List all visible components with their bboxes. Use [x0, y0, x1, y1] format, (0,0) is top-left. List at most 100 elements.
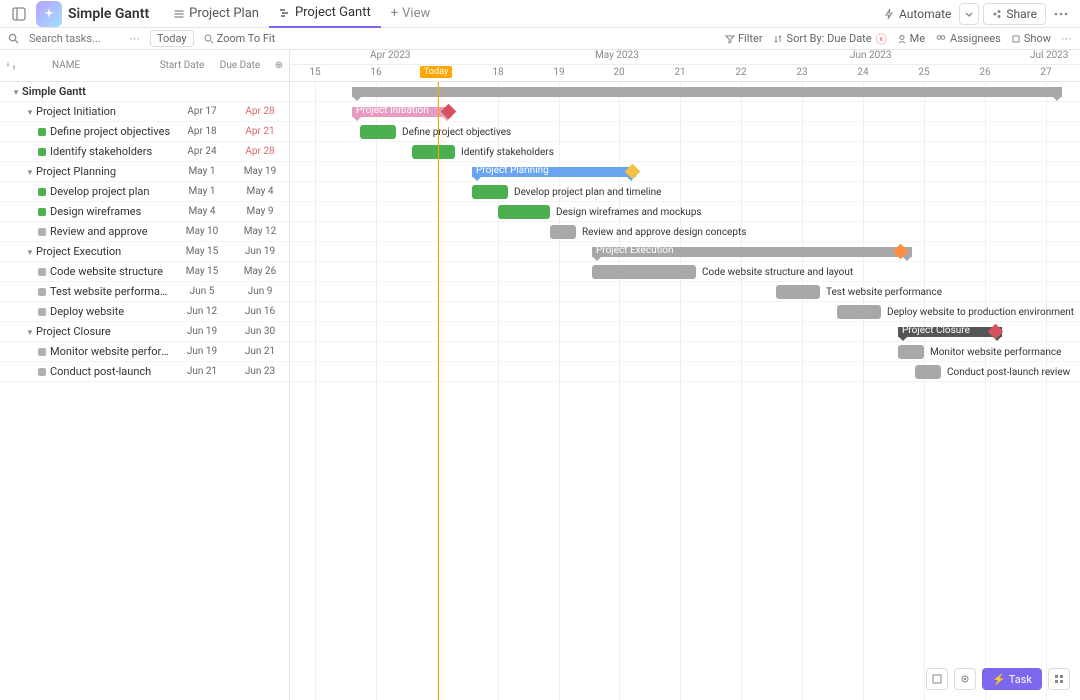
- gantt-bar[interactable]: Deploy website to production environment: [837, 305, 881, 319]
- due-date: Jun 9: [231, 286, 289, 297]
- note-icon: [931, 673, 943, 685]
- due-date: Jun 19: [231, 246, 289, 257]
- share-button[interactable]: Share: [983, 3, 1046, 25]
- start-date: Apr 24: [173, 146, 231, 157]
- more-icon[interactable]: ⋯: [129, 32, 140, 45]
- week-label: 27: [1040, 67, 1051, 78]
- due-date: Jun 16: [231, 306, 289, 317]
- task-button[interactable]: ⚡ Task: [982, 668, 1042, 690]
- week-label: 16: [370, 67, 381, 78]
- sort-button[interactable]: Sort By: Due Date ⓧ: [773, 31, 887, 47]
- filter-button[interactable]: Filter: [725, 32, 763, 45]
- toggle-icon[interactable]: ▾: [24, 108, 36, 118]
- more-icon[interactable]: ⋯: [1061, 32, 1072, 45]
- toggle-icon[interactable]: ▾: [24, 168, 36, 178]
- record-button[interactable]: [954, 668, 976, 690]
- bar-label: Define project objectives: [402, 127, 511, 138]
- me-button[interactable]: Me: [897, 32, 925, 45]
- gantt-bar[interactable]: Identify stakeholders: [412, 145, 455, 159]
- settings-icon: [1011, 34, 1021, 44]
- gantt-bar[interactable]: Project Initiation: [352, 107, 452, 117]
- week-label: 26: [979, 67, 990, 78]
- bar-label: Develop project plan and timeline: [514, 187, 661, 198]
- gantt-bar[interactable]: Define project objectives: [360, 125, 396, 139]
- gantt-bar[interactable]: Develop project plan and timeline: [472, 185, 508, 199]
- gantt-bar[interactable]: Project Planning: [472, 167, 636, 177]
- due-date: Apr 28: [231, 146, 289, 157]
- due-date: May 9: [231, 206, 289, 217]
- task-row[interactable]: Review and approveMay 10May 12: [0, 222, 289, 242]
- gantt-bar[interactable]: Code website structure and layout: [592, 265, 696, 279]
- today-tag: Today: [420, 66, 452, 78]
- automate-button[interactable]: Automate: [875, 3, 959, 25]
- due-date: May 26: [231, 266, 289, 277]
- gantt-bar[interactable]: Test website performance: [776, 285, 820, 299]
- task-row[interactable]: Monitor website performanceJun 19Jun 21: [0, 342, 289, 362]
- list-icon: [173, 8, 185, 20]
- add-column-icon[interactable]: ⊕: [269, 60, 289, 71]
- expand-icon[interactable]: [4, 59, 18, 73]
- gantt-bar[interactable]: Monitor website performance: [898, 345, 924, 359]
- workspace-icon[interactable]: [36, 1, 62, 27]
- search-input[interactable]: [29, 32, 119, 45]
- timeline-header: Apr 2023May 2023Jun 2023Jul 2023 1516171…: [290, 50, 1080, 82]
- chevron-down-button[interactable]: [959, 3, 979, 25]
- status-dot: [38, 288, 46, 296]
- week-label: 19: [553, 67, 564, 78]
- task-name: Develop project plan: [0, 185, 173, 198]
- task-row[interactable]: ▾Project ClosureJun 19Jun 30: [0, 322, 289, 342]
- task-row[interactable]: ▾Project PlanningMay 1May 19: [0, 162, 289, 182]
- task-name: ▾Project Closure: [0, 325, 173, 338]
- today-button[interactable]: Today: [150, 30, 194, 47]
- task-name: Test website performance: [0, 285, 173, 298]
- main: NAME Start Date Due Date ⊕ ▾Simple Gantt…: [0, 50, 1080, 700]
- toggle-icon[interactable]: ▾: [24, 328, 36, 338]
- clear-sort-icon[interactable]: ⓧ: [876, 31, 887, 47]
- bar-label: Design wireframes and mockups: [556, 207, 702, 218]
- gantt-bar[interactable]: [352, 87, 1062, 97]
- toggle-icon[interactable]: ▾: [10, 88, 22, 98]
- task-row[interactable]: Conduct post-launchJun 21Jun 23: [0, 362, 289, 382]
- toggle-icon[interactable]: ▾: [24, 248, 36, 258]
- task-name: Conduct post-launch: [0, 365, 173, 378]
- task-row[interactable]: ▾Simple Gantt: [0, 82, 289, 102]
- gantt-row: Monitor website performance: [290, 342, 1080, 362]
- task-row[interactable]: Develop project planMay 1May 4: [0, 182, 289, 202]
- task-row[interactable]: Test website performanceJun 5Jun 9: [0, 282, 289, 302]
- more-icon[interactable]: [1050, 3, 1072, 25]
- gantt-bar[interactable]: Review and approve design concepts: [550, 225, 576, 239]
- tab-project-plan[interactable]: Project Plan: [163, 0, 269, 28]
- task-name: Design wireframes: [0, 205, 173, 218]
- task-row[interactable]: ▾Project ExecutionMay 15Jun 19: [0, 242, 289, 262]
- sidebar-toggle-icon[interactable]: [8, 3, 30, 25]
- gantt-bar[interactable]: Project Execution: [592, 247, 912, 257]
- task-row[interactable]: Deploy websiteJun 12Jun 16: [0, 302, 289, 322]
- apps-button[interactable]: [1048, 668, 1070, 690]
- due-date: Apr 21: [231, 126, 289, 137]
- tab-project-gantt[interactable]: Project Gantt: [269, 0, 381, 28]
- search-icon[interactable]: [8, 33, 19, 44]
- gantt-bar[interactable]: Project Closure: [898, 327, 1002, 337]
- task-name: Define project objectives: [0, 125, 173, 138]
- zoom-fit-button[interactable]: Zoom To Fit: [204, 32, 276, 45]
- gantt-bar[interactable]: Design wireframes and mockups: [498, 205, 550, 219]
- task-row[interactable]: Identify stakeholdersApr 24Apr 28: [0, 142, 289, 162]
- task-row[interactable]: Design wireframesMay 4May 9: [0, 202, 289, 222]
- flash-icon: ⚡: [992, 673, 1006, 686]
- task-row[interactable]: Code website structureMay 15May 26: [0, 262, 289, 282]
- show-button[interactable]: Show: [1011, 32, 1051, 45]
- start-date: May 15: [173, 246, 231, 257]
- gantt-panel: Apr 2023May 2023Jun 2023Jul 2023 1516171…: [290, 50, 1080, 700]
- start-date: Jun 12: [173, 306, 231, 317]
- start-date: Jun 21: [173, 366, 231, 377]
- task-name: Monitor website performance: [0, 345, 173, 358]
- assignees-button[interactable]: Assignees: [935, 32, 1001, 45]
- start-date: May 1: [173, 186, 231, 197]
- task-row[interactable]: Define project objectivesApr 18Apr 21: [0, 122, 289, 142]
- task-row[interactable]: ▾Project InitiationApr 17Apr 28: [0, 102, 289, 122]
- add-view-button[interactable]: + View: [381, 0, 441, 28]
- bar-label: Deploy website to production environment: [887, 307, 1074, 318]
- gantt-bar[interactable]: Conduct post-launch review: [915, 365, 941, 379]
- note-button[interactable]: [926, 668, 948, 690]
- bar-label: Project Initiation: [356, 105, 429, 116]
